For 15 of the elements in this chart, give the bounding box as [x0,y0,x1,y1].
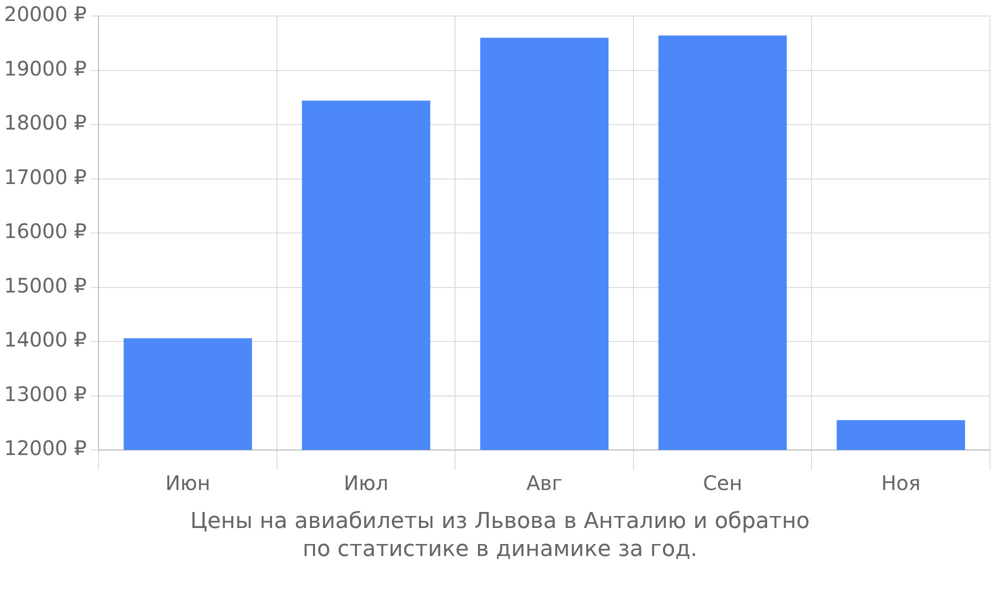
x-tick-label: Сен [702,471,742,496]
x-tick-label: Июл [344,471,388,496]
y-tick-label: 12000 ₽ [4,436,87,460]
y-tick-label: 17000 ₽ [4,164,87,189]
x-tick-label: Авг [526,471,562,496]
y-tick-label: 15000 ₽ [4,273,87,298]
y-tick-label: 16000 ₽ [4,219,87,244]
x-tick-label: Июн [165,471,210,496]
text: Цены на авиабилеты из Львова в Анталию и обратно по статистике в динамике за год. [189,508,811,564]
y-tick-label: 20000 ₽ [4,2,87,26]
y-tick-label: 13000 ₽ [4,382,87,406]
y-tick-label: 19000 ₽ [4,56,87,80]
y-tick-label: 14000 ₽ [4,328,87,352]
y-tick-label: 18000 ₽ [4,110,87,135]
x-tick-label: Ноя [881,471,921,496]
